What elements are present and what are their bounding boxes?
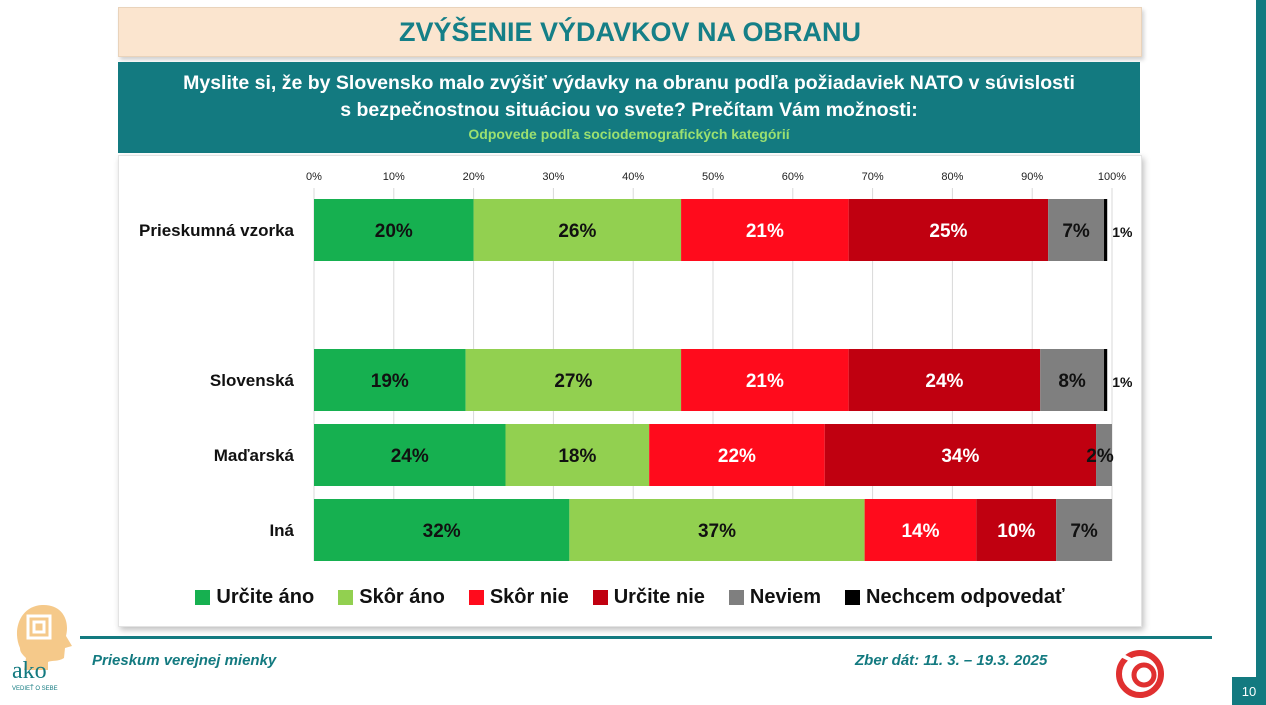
- data-label: 1%: [1112, 374, 1133, 390]
- data-label: 1%: [1112, 224, 1133, 240]
- x-tick-label: 20%: [463, 171, 485, 183]
- logo-tagline: VEDIEŤ O SEBE: [12, 684, 58, 692]
- data-label: 34%: [941, 446, 979, 467]
- data-label: 26%: [558, 221, 596, 242]
- bar-segment: [1104, 199, 1108, 261]
- bar-segment: [465, 349, 682, 411]
- footer-date-label: Zber dát: 11. 3. – 19.3. 2025: [855, 652, 1048, 669]
- bar-segment: [1056, 499, 1112, 561]
- bar-segment: [1096, 424, 1112, 486]
- chart-panel: 0% 10% 20% 30% 40% 50% 60% 70% 80% 90% 100% Priesku…: [118, 155, 1142, 627]
- data-label: 14%: [901, 521, 939, 542]
- chart-legend: Určite áno Skôr áno Skôr nie Určite nie Nevi…: [119, 586, 1141, 609]
- legend-swatch: [195, 590, 211, 605]
- legend-item: Skôr nie: [468, 586, 569, 609]
- data-label: 18%: [558, 446, 596, 467]
- x-tick-label: 70%: [862, 171, 884, 183]
- data-label: 2%: [1086, 446, 1114, 467]
- x-tick-label: 60%: [782, 171, 804, 183]
- category-label: Maďarská: [214, 446, 295, 465]
- data-label: 25%: [929, 221, 967, 242]
- bar-segment: [976, 499, 1057, 561]
- legend-label: Určite nie: [613, 586, 705, 608]
- data-label: 7%: [1062, 221, 1090, 242]
- legend-item: Určite áno: [195, 586, 314, 609]
- bar-segment: [824, 424, 1097, 486]
- x-tick-label: 80%: [941, 171, 963, 183]
- x-tick-label: 40%: [622, 171, 644, 183]
- bar-segment: [848, 199, 1049, 261]
- page-number: 10: [1232, 677, 1266, 705]
- data-label: 27%: [554, 371, 592, 392]
- right-accent-strip: [1256, 0, 1266, 705]
- data-label: 22%: [718, 446, 756, 467]
- category-label: Slovenská: [210, 371, 295, 390]
- x-tick-label: 0%: [306, 171, 322, 183]
- bar-segment: [505, 424, 650, 486]
- question-subtitle: Odpovede podľa sociodemografických kateg…: [468, 126, 790, 142]
- slide-title-banner: ZVÝŠENIE VÝDAVKOV NA OBRANU: [118, 7, 1142, 57]
- ako-logo: ako VEDIEŤ O SEBE: [12, 604, 72, 692]
- slide-title: ZVÝŠENIE VÝDAVKOV NA OBRANU: [398, 16, 862, 47]
- legend-swatch: [728, 590, 744, 605]
- bar-segment: [649, 424, 825, 486]
- footer-divider: [80, 636, 1212, 639]
- legend-swatch: [468, 590, 484, 605]
- x-tick-label: 100%: [1098, 171, 1126, 183]
- legend-item: Určite nie: [592, 586, 705, 609]
- bar-segment: [314, 199, 474, 261]
- bar-segment: [314, 499, 570, 561]
- data-label: 7%: [1070, 521, 1098, 542]
- category-label: Prieskumná vzorka: [139, 221, 295, 240]
- bar-segment: [569, 499, 865, 561]
- bar-segment: [314, 424, 506, 486]
- question-box: Myslite si, že by Slovensko malo zvýšiť …: [118, 62, 1140, 153]
- legend-swatch: [338, 590, 354, 605]
- data-label: 24%: [391, 446, 429, 467]
- partner-logo-icon: [1116, 650, 1164, 698]
- data-label: 8%: [1058, 371, 1086, 392]
- data-label: 20%: [375, 221, 413, 242]
- bar-segment: [681, 349, 849, 411]
- legend-swatch: [592, 590, 608, 605]
- data-label: 10%: [997, 521, 1035, 542]
- legend-label: Neviem: [749, 586, 822, 608]
- data-label: 21%: [746, 221, 784, 242]
- legend-item: Neviem: [728, 586, 822, 609]
- bar-segment: [848, 349, 1041, 411]
- bar-segment: [1048, 199, 1105, 261]
- legend-label: Nechcem odpovedať: [866, 586, 1065, 608]
- legend-item: Nechcem odpovedať: [845, 586, 1065, 609]
- question-line-2: s bezpečnostnou situáciou vo svete? Preč…: [340, 99, 918, 121]
- bar-segment: [1040, 349, 1105, 411]
- bar-segment: [864, 499, 977, 561]
- data-label: 24%: [925, 371, 963, 392]
- x-tick-label: 50%: [702, 171, 724, 183]
- data-label: 37%: [698, 521, 736, 542]
- data-label: 32%: [423, 521, 461, 542]
- bar-segment: [681, 199, 849, 261]
- legend-label: Skôr nie: [489, 586, 569, 608]
- footer-survey-label: Prieskum verejnej mienky: [92, 652, 277, 669]
- x-tick-label: 30%: [542, 171, 564, 183]
- legend-swatch: [845, 590, 861, 605]
- bar-segment: [473, 199, 682, 261]
- x-tick-label: 90%: [1021, 171, 1043, 183]
- legend-label: Určite áno: [216, 586, 315, 608]
- data-label: 21%: [746, 371, 784, 392]
- x-tick-label: 10%: [383, 171, 405, 183]
- stacked-bar-chart: 0% 10% 20% 30% 40% 50% 60% 70% 80% 90% 100% Priesku…: [139, 171, 1133, 561]
- logo-text: ako: [12, 658, 47, 684]
- legend-label: Skôr áno: [359, 586, 445, 608]
- bar-segment: [1104, 349, 1108, 411]
- category-label: Iná: [269, 521, 294, 540]
- bar-segment: [314, 349, 466, 411]
- data-label: 19%: [371, 371, 409, 392]
- question-line-1: Myslite si, že by Slovensko malo zvýšiť …: [183, 72, 1075, 94]
- legend-item: Skôr áno: [338, 586, 445, 609]
